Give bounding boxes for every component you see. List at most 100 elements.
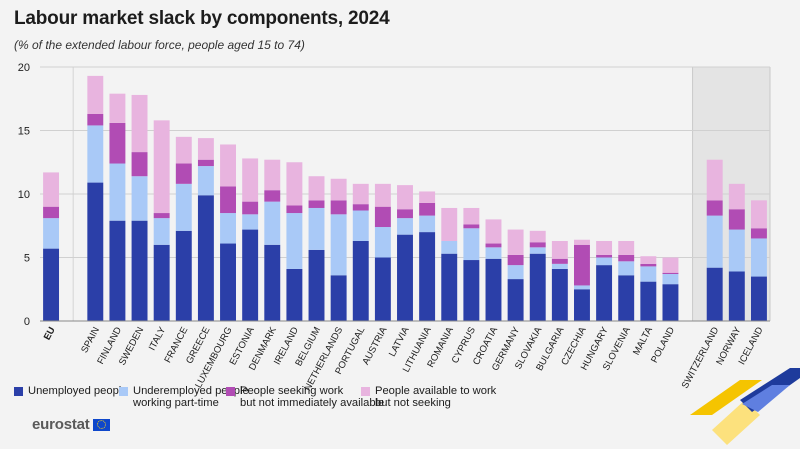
bar-segment [43, 206, 60, 219]
bar-segment [574, 244, 590, 286]
bar-segment [131, 94, 148, 153]
bar-segment [728, 183, 745, 210]
bar-segment [330, 200, 347, 215]
bar-segment [640, 281, 657, 321]
bar-segment [330, 178, 347, 201]
bar-segment [662, 272, 679, 275]
bar-segment [618, 240, 635, 255]
bar-segment [197, 195, 214, 321]
bar-segment [197, 166, 214, 196]
bar-segment [706, 200, 723, 216]
legend-item-underemployed: Underemployed people working part-time [119, 385, 249, 409]
bar-segment [640, 263, 657, 267]
legend-swatch-unemployed [14, 387, 23, 396]
legend-label: People seeking work but not immediately a… [240, 385, 385, 409]
x-tick-label: ITALY [147, 325, 169, 353]
bar-segment [574, 289, 590, 321]
bar-segment [374, 257, 391, 321]
bar-segment [175, 136, 192, 164]
bar-segment [109, 220, 126, 321]
bar-segment [43, 218, 60, 249]
bar-segment [308, 200, 325, 208]
bar-segment [264, 244, 281, 321]
bar-segment [352, 210, 369, 241]
bar-segment [220, 186, 236, 214]
bar-segment [750, 238, 767, 277]
bar-segment [485, 258, 502, 321]
bar-segment [596, 265, 613, 321]
bar-segment [242, 201, 259, 215]
bar-segment [175, 230, 192, 321]
bar-segment [397, 209, 413, 219]
chart-subtitle: (% of the extended labour force, people … [14, 38, 305, 52]
legend-swatch-available-not-seeking [361, 387, 370, 396]
bar-segment [197, 138, 214, 160]
bar-segment [397, 234, 413, 321]
bar-segment [87, 113, 104, 126]
bar-segment [352, 183, 369, 205]
bar-segment [43, 172, 60, 207]
bar-segment [441, 207, 458, 241]
bar-segment [308, 176, 325, 201]
y-tick-label: 10 [18, 189, 30, 201]
bar-segment [175, 183, 192, 231]
y-tick-label: 15 [18, 126, 30, 138]
bar-segment [220, 243, 236, 321]
bar-segment [374, 183, 391, 207]
x-tick-label: EU [42, 325, 58, 342]
bar-segment [330, 214, 347, 276]
bar-segment [153, 120, 170, 214]
bar-segment [551, 263, 568, 269]
bar-segment [87, 125, 104, 183]
bar-segment [419, 191, 436, 203]
y-tick-label: 5 [24, 253, 30, 265]
legend-label: Underemployed people working part-time [133, 385, 249, 409]
legend-swatch-seeking-not-available [226, 387, 235, 396]
bar-segment [308, 207, 325, 250]
bar-segment [286, 213, 303, 269]
bar-segment [507, 265, 524, 280]
bar-segment [529, 242, 546, 248]
x-tick-label: MALTA [631, 325, 655, 357]
bar-segment [286, 162, 303, 206]
eurostat-logo: eurostat [32, 416, 110, 433]
bar-segment [242, 229, 259, 321]
legend-item-unemployed: Unemployed people [14, 385, 128, 397]
bar-segment [264, 201, 281, 245]
legend-item-seeking-not-available: People seeking work but not immediately a… [226, 385, 384, 409]
bar-segment [87, 75, 104, 114]
bar-segment [397, 185, 413, 210]
y-tick-label: 20 [18, 62, 30, 74]
bar-segment [109, 93, 126, 123]
bar-segment [397, 218, 413, 235]
bar-segment [485, 247, 502, 259]
bar-segment [662, 284, 679, 321]
x-tick-label: SPAIN [79, 325, 102, 355]
bar-segment [374, 227, 391, 258]
bar-segment [662, 274, 679, 285]
bar-segment [618, 254, 635, 262]
legend-swatch-underemployed [119, 387, 128, 396]
bar-segment [220, 213, 236, 244]
bar-segment [596, 257, 613, 266]
bar-segment [153, 244, 170, 321]
bar-segment [728, 271, 745, 321]
bar-segment [463, 260, 480, 321]
bar-segment [374, 206, 391, 228]
bar-segment [640, 266, 657, 282]
bar-segment [242, 158, 259, 202]
bar-segment [131, 220, 148, 321]
bar-segment [286, 205, 303, 214]
bar-segment [441, 240, 458, 254]
bar-segment [551, 268, 568, 321]
x-tick-label: SWITZERLAND [680, 325, 722, 390]
bar-segment [551, 240, 568, 259]
bar-segment [131, 152, 148, 177]
bar-segment [131, 176, 148, 221]
bar-segment [197, 159, 214, 167]
bar-segment [264, 159, 281, 191]
bar-segment [463, 207, 480, 225]
bar-segment [175, 163, 192, 184]
bar-segment [529, 230, 546, 243]
